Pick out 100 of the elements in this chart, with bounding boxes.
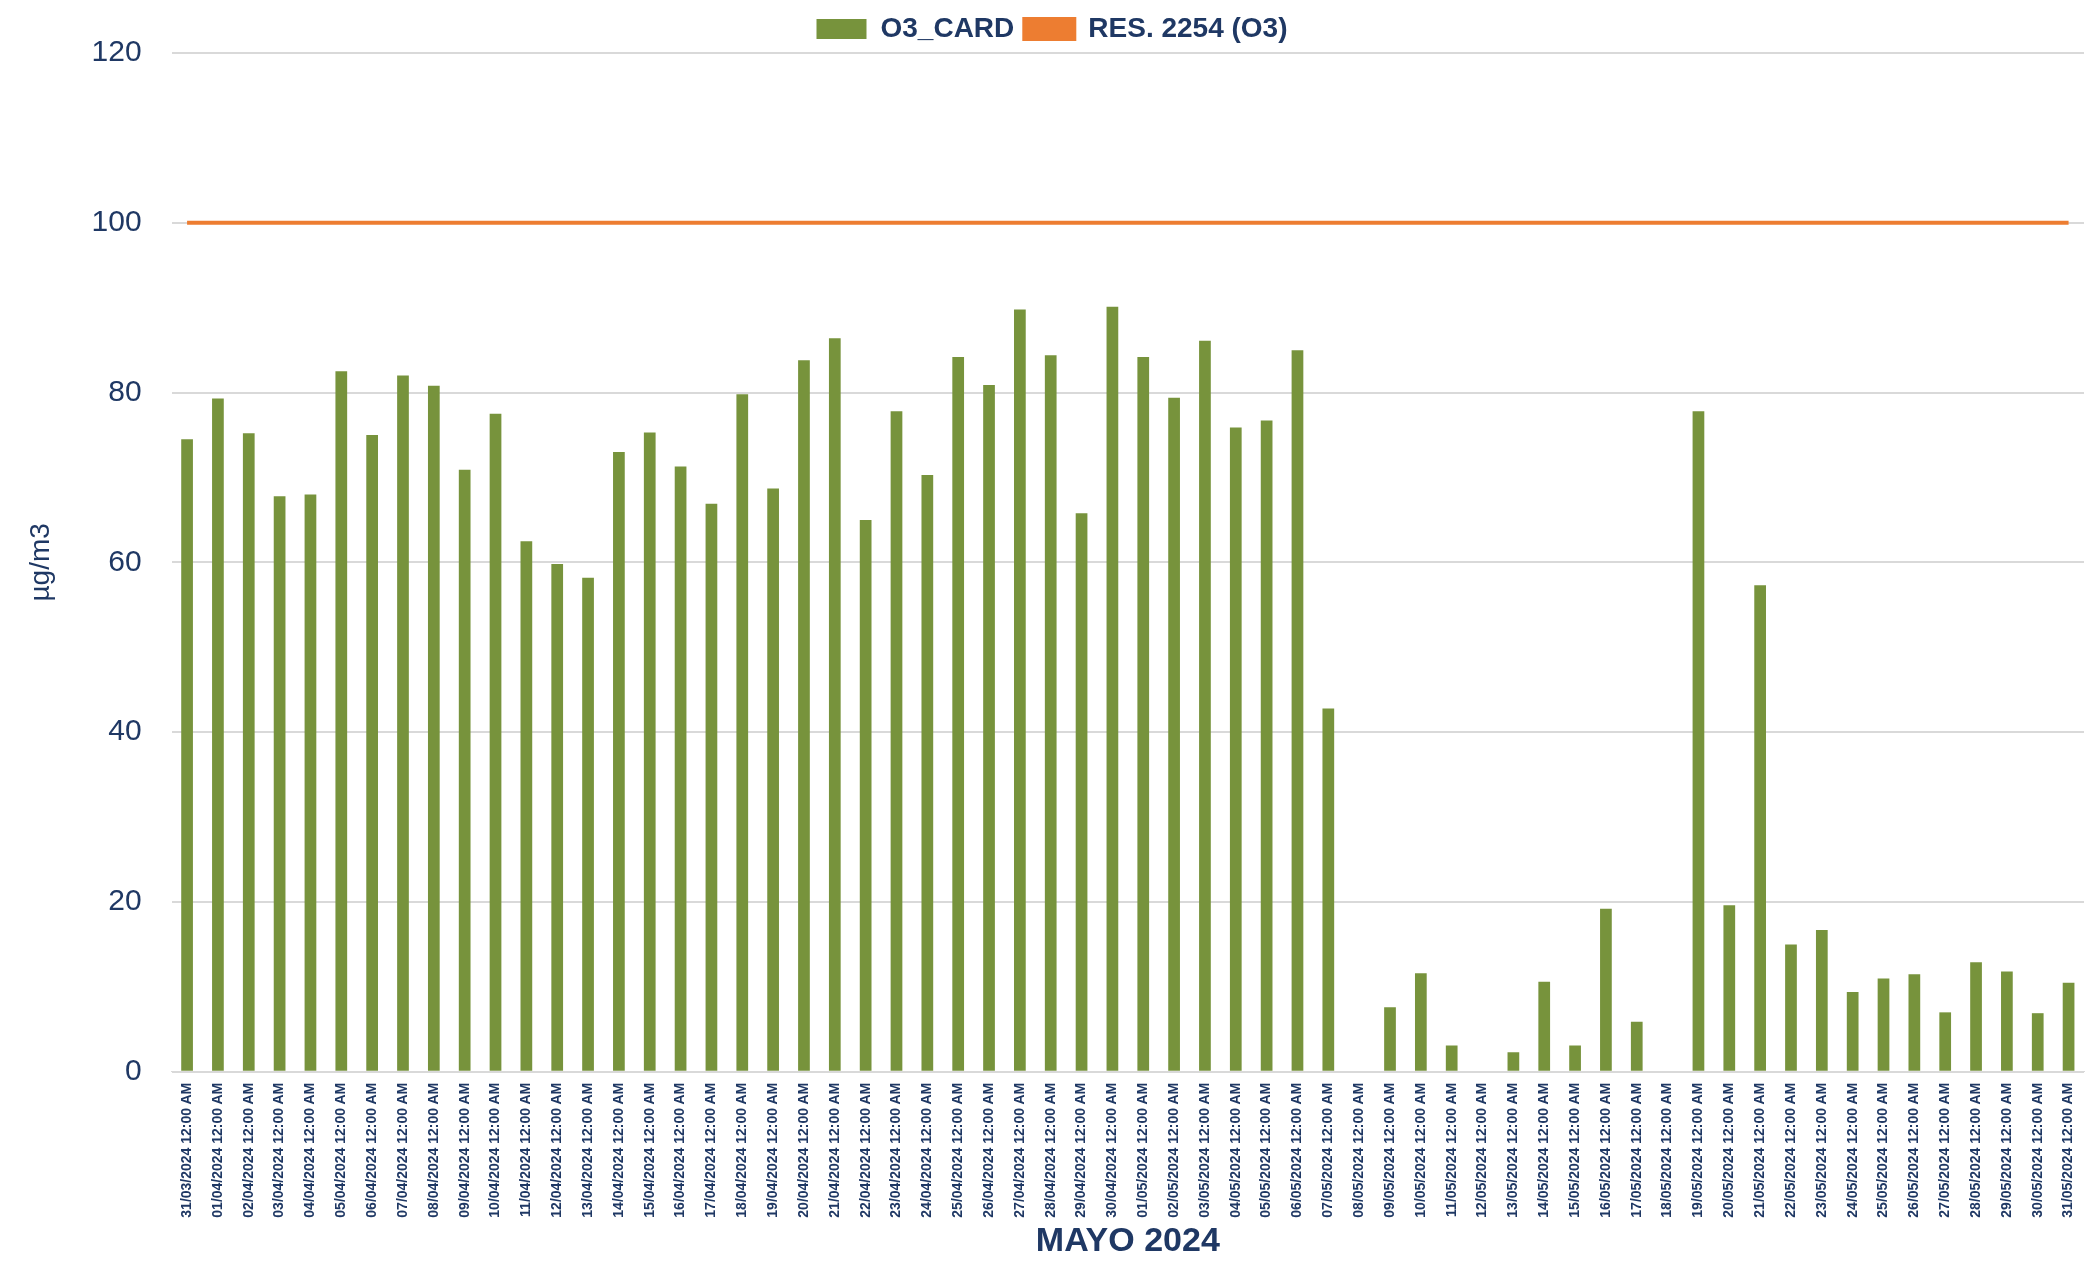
x-tick-label: 21/05/2024 12:00 AM (1750, 1082, 1767, 1218)
x-tick-label: 06/05/2024 12:00 AM (1288, 1082, 1305, 1218)
x-tick-label: 14/04/2024 12:00 AM (609, 1082, 626, 1218)
x-tick-label: 13/05/2024 12:00 AM (1504, 1082, 1521, 1218)
bar (1384, 1007, 1396, 1071)
x-tick-label: 22/04/2024 12:00 AM (856, 1082, 873, 1218)
x-tick-label: 29/05/2024 12:00 AM (1997, 1082, 2014, 1218)
x-tick-label: 04/05/2024 12:00 AM (1226, 1082, 1243, 1218)
x-tick-label: 06/04/2024 12:00 AM (363, 1082, 379, 1218)
bar (705, 503, 718, 1071)
x-tick-label: 28/05/2024 12:00 AM (1966, 1082, 1983, 1218)
bar (1939, 1012, 1952, 1071)
bar (520, 541, 533, 1071)
x-tick-label: 30/05/2024 12:00 AM (2028, 1082, 2045, 1218)
x-tick-label: 18/04/2024 12:00 AM (733, 1082, 750, 1218)
bar (181, 439, 193, 1071)
x-tick-label: 27/05/2024 12:00 AM (1936, 1082, 1953, 1218)
bar (1846, 991, 1859, 1071)
y-tick-label: 80 (108, 373, 142, 407)
bar (1785, 944, 1797, 1071)
bar (643, 432, 656, 1071)
x-tick-label: 29/04/2024 12:00 AM (1072, 1082, 1089, 1218)
x-tick-label: 24/05/2024 12:00 AM (1843, 1082, 1860, 1218)
x-tick-label: 31/05/2024 12:00 AM (2059, 1082, 2076, 1218)
bar (1044, 355, 1057, 1071)
x-tick-label: 03/04/2024 12:00 AM (270, 1082, 287, 1218)
x-tick-label: 26/04/2024 12:00 AM (979, 1082, 996, 1218)
bar (1630, 1021, 1643, 1071)
bar (674, 466, 687, 1071)
bar (304, 494, 317, 1071)
legend-label: O3_CARD (880, 11, 1015, 43)
y-tick-label: 0 (124, 1053, 142, 1087)
x-tick-label: 23/04/2024 12:00 AM (887, 1082, 904, 1218)
x-tick-label: 21/04/2024 12:00 AM (825, 1082, 842, 1218)
x-tick-label: 13/04/2024 12:00 AM (578, 1082, 595, 1218)
bar (983, 384, 995, 1071)
y-tick-label: 20 (108, 883, 142, 917)
bar (613, 452, 625, 1071)
x-tick-label: 19/04/2024 12:00 AM (763, 1082, 780, 1218)
bar (397, 375, 409, 1071)
x-tick-label: 20/05/2024 12:00 AM (1720, 1082, 1737, 1218)
x-tick-label: 09/05/2024 12:00 AM (1380, 1082, 1397, 1218)
x-tick-label: 20/04/2024 12:00 AM (794, 1082, 811, 1218)
x-tick-label: 16/04/2024 12:00 AM (671, 1082, 688, 1218)
bar (921, 474, 934, 1071)
bar (859, 519, 872, 1071)
x-tick-label: 23/05/2024 12:00 AM (1812, 1082, 1829, 1218)
bar (551, 564, 564, 1071)
bar (1137, 356, 1150, 1071)
bar (212, 398, 224, 1071)
x-tick-label: 26/05/2024 12:00 AM (1905, 1082, 1922, 1218)
y-axis-title: µg/m3 (23, 523, 55, 602)
x-tick-label: 01/05/2024 12:00 AM (1134, 1082, 1151, 1218)
bar (767, 488, 779, 1071)
x-tick-label: 19/05/2024 12:00 AM (1689, 1082, 1706, 1218)
x-tick-label: 25/05/2024 12:00 AM (1874, 1082, 1891, 1218)
bar (1322, 708, 1335, 1071)
x-tick-label: 17/05/2024 12:00 AM (1627, 1082, 1644, 1218)
x-tick-label: 10/05/2024 12:00 AM (1411, 1082, 1428, 1218)
bar (1692, 411, 1705, 1071)
bar (1414, 973, 1427, 1071)
bar (2031, 1013, 2044, 1071)
bar (366, 435, 378, 1071)
bar (1538, 981, 1551, 1071)
x-tick-label: 15/04/2024 12:00 AM (640, 1082, 657, 1218)
x-tick-label: 24/04/2024 12:00 AM (918, 1082, 935, 1218)
x-tick-label: 12/04/2024 12:00 AM (548, 1082, 565, 1218)
bar (1106, 306, 1119, 1071)
bar (1445, 1045, 1458, 1071)
x-tick-label: 30/04/2024 12:00 AM (1103, 1082, 1120, 1218)
bar (1970, 962, 1982, 1071)
x-tick-label: 16/05/2024 12:00 AM (1596, 1082, 1613, 1218)
bar (952, 356, 965, 1071)
bar (1229, 427, 1242, 1071)
bar (582, 577, 594, 1071)
x-tick-label: 22/05/2024 12:00 AM (1781, 1082, 1798, 1218)
x-axis-title: MAYO 2024 (1035, 1219, 1220, 1258)
x-tick-label: 04/04/2024 12:00 AM (301, 1082, 318, 1218)
x-tick-label: 08/04/2024 12:00 AM (424, 1082, 441, 1218)
x-tick-label: 02/04/2024 12:00 AM (239, 1082, 256, 1218)
x-tick-label: 10/04/2024 12:00 AM (486, 1082, 503, 1218)
y-tick-label: 60 (108, 543, 142, 577)
x-tick-label: 27/04/2024 12:00 AM (1010, 1082, 1027, 1218)
bar (1908, 974, 1921, 1071)
x-tick-label: 17/04/2024 12:00 AM (702, 1082, 719, 1218)
x-tick-label: 02/05/2024 12:00 AM (1164, 1082, 1181, 1218)
bar (736, 394, 749, 1071)
legend-label: RES. 2254 (O3) (1088, 11, 1288, 43)
bar (242, 433, 255, 1071)
x-tick-label: 03/05/2024 12:00 AM (1195, 1082, 1212, 1218)
bar (1815, 929, 1828, 1071)
x-tick-label: 09/04/2024 12:00 AM (455, 1082, 472, 1218)
y-tick-label: 120 (91, 34, 142, 68)
y-tick-label: 40 (108, 713, 142, 747)
bar (1199, 340, 1211, 1071)
bar (2062, 982, 2075, 1071)
bar (890, 411, 903, 1071)
x-tick-label: 28/04/2024 12:00 AM (1041, 1082, 1058, 1218)
bar (1877, 978, 1890, 1071)
bar (798, 360, 810, 1071)
